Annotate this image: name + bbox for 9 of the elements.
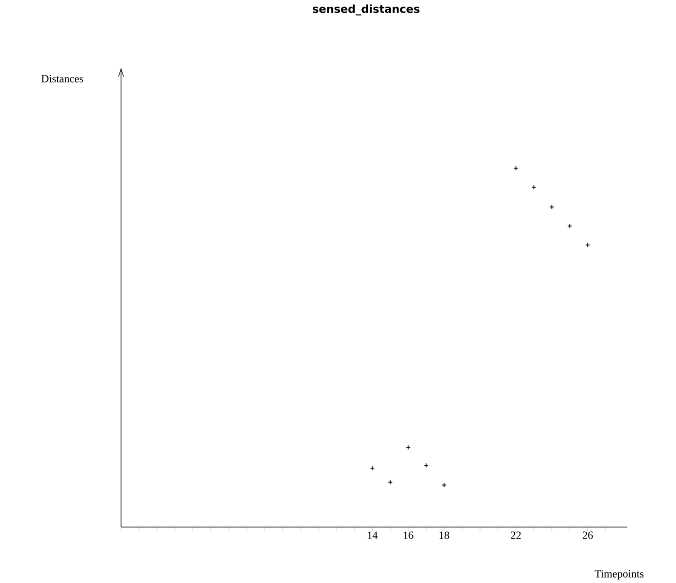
x-tick-label: 14 [368, 532, 378, 539]
point [442, 482, 447, 488]
chart-title: sensed_distances [312, 4, 420, 16]
text: Distances [41, 75, 84, 82]
x-axis-title: Timepoints [594, 570, 644, 580]
x-tick-label: 22 [510, 532, 521, 539]
x-tick-label: 18 [440, 532, 450, 539]
x-tick-label: 26 [582, 532, 593, 539]
x-tick-label: 16 [404, 532, 414, 539]
